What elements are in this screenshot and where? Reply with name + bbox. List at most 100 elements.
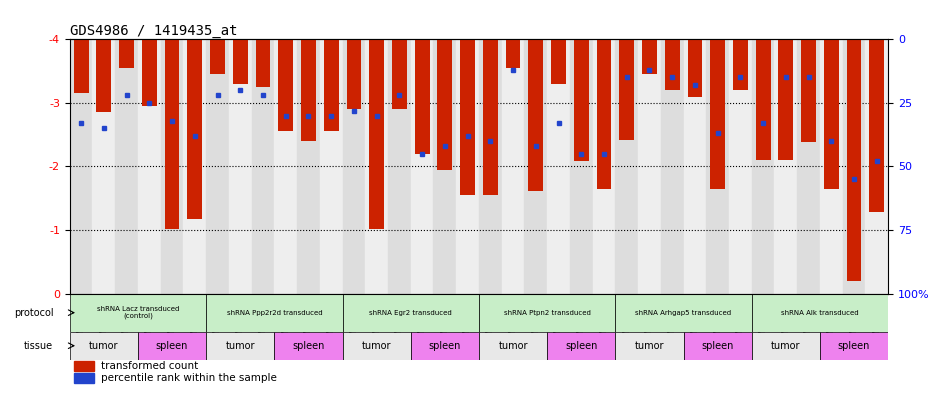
Bar — [528, 39, 543, 191]
Bar — [183, 39, 206, 294]
Bar — [642, 39, 657, 74]
Bar — [365, 39, 388, 294]
Bar — [547, 332, 616, 360]
Bar — [433, 39, 457, 294]
Text: spleen: spleen — [292, 341, 325, 351]
Text: tumor: tumor — [225, 341, 255, 351]
Text: GDS4986 / 1419435_at: GDS4986 / 1419435_at — [70, 24, 237, 38]
Bar — [479, 294, 616, 332]
Bar — [870, 39, 884, 212]
Bar — [824, 39, 839, 189]
Bar — [278, 39, 293, 132]
Bar — [206, 332, 274, 360]
Bar — [411, 39, 433, 294]
Bar — [229, 39, 252, 294]
Bar — [460, 39, 475, 195]
Bar — [638, 39, 661, 294]
Bar — [687, 39, 702, 97]
Bar — [115, 39, 138, 294]
Bar — [73, 373, 94, 383]
Bar — [415, 39, 430, 154]
Bar — [751, 39, 775, 294]
Bar — [457, 39, 479, 294]
Bar — [733, 39, 748, 90]
Text: tumor: tumor — [634, 341, 664, 351]
Text: shRNA Egr2 transduced: shRNA Egr2 transduced — [369, 310, 452, 316]
Bar — [506, 39, 521, 68]
Bar — [73, 39, 88, 94]
Bar — [232, 39, 247, 84]
Bar — [388, 39, 411, 294]
Text: tissue: tissue — [24, 341, 53, 351]
Bar — [92, 39, 115, 294]
Bar — [411, 332, 479, 360]
Bar — [392, 39, 406, 109]
Bar — [525, 39, 547, 294]
Text: spleen: spleen — [701, 341, 734, 351]
Bar — [342, 39, 365, 294]
Text: spleen: spleen — [838, 341, 870, 351]
Bar — [820, 39, 843, 294]
Bar — [320, 39, 342, 294]
Bar — [751, 332, 820, 360]
Bar — [210, 39, 225, 74]
Bar — [301, 39, 316, 141]
Bar — [592, 39, 616, 294]
Bar — [843, 39, 866, 294]
Bar — [437, 39, 452, 170]
Bar — [797, 39, 820, 294]
Bar — [324, 39, 339, 132]
Bar — [161, 39, 183, 294]
Bar — [206, 39, 229, 294]
Text: protocol: protocol — [14, 308, 53, 318]
Bar — [206, 294, 342, 332]
Bar — [661, 39, 684, 294]
Bar — [119, 39, 134, 68]
Bar — [866, 39, 888, 294]
Text: shRNA Arhgap5 transduced: shRNA Arhgap5 transduced — [635, 310, 732, 316]
Bar — [616, 294, 751, 332]
Text: shRNA Ptpn2 transduced: shRNA Ptpn2 transduced — [504, 310, 591, 316]
Bar — [616, 39, 638, 294]
Bar — [729, 39, 751, 294]
Text: spleen: spleen — [565, 341, 597, 351]
Bar — [342, 332, 411, 360]
Bar — [684, 332, 751, 360]
Bar — [142, 39, 156, 106]
Bar — [775, 39, 797, 294]
Bar — [342, 294, 479, 332]
Text: shRNA Alk transduced: shRNA Alk transduced — [781, 310, 858, 316]
Text: tumor: tumor — [498, 341, 528, 351]
Bar — [711, 39, 725, 189]
Bar — [751, 294, 888, 332]
Bar — [801, 39, 816, 142]
Bar — [665, 39, 680, 90]
Bar — [756, 39, 770, 160]
Text: spleen: spleen — [429, 341, 461, 351]
Bar — [138, 39, 161, 294]
Text: transformed count: transformed count — [100, 361, 198, 371]
Bar — [297, 39, 320, 294]
Bar — [551, 39, 565, 84]
Bar — [138, 332, 206, 360]
Bar — [846, 39, 861, 281]
Bar — [70, 294, 206, 332]
Bar — [70, 332, 138, 360]
Bar — [596, 39, 611, 189]
Bar — [479, 39, 501, 294]
Bar — [187, 39, 202, 219]
Bar — [274, 332, 342, 360]
Bar — [165, 39, 179, 229]
Bar — [97, 39, 112, 112]
Bar — [616, 332, 684, 360]
Bar — [274, 39, 297, 294]
Text: tumor: tumor — [89, 341, 119, 351]
Bar — [778, 39, 793, 160]
Bar — [479, 332, 547, 360]
Bar — [70, 39, 92, 294]
Bar — [73, 362, 94, 371]
Bar — [347, 39, 361, 109]
Bar — [619, 39, 634, 140]
Bar — [706, 39, 729, 294]
Text: tumor: tumor — [771, 341, 801, 351]
